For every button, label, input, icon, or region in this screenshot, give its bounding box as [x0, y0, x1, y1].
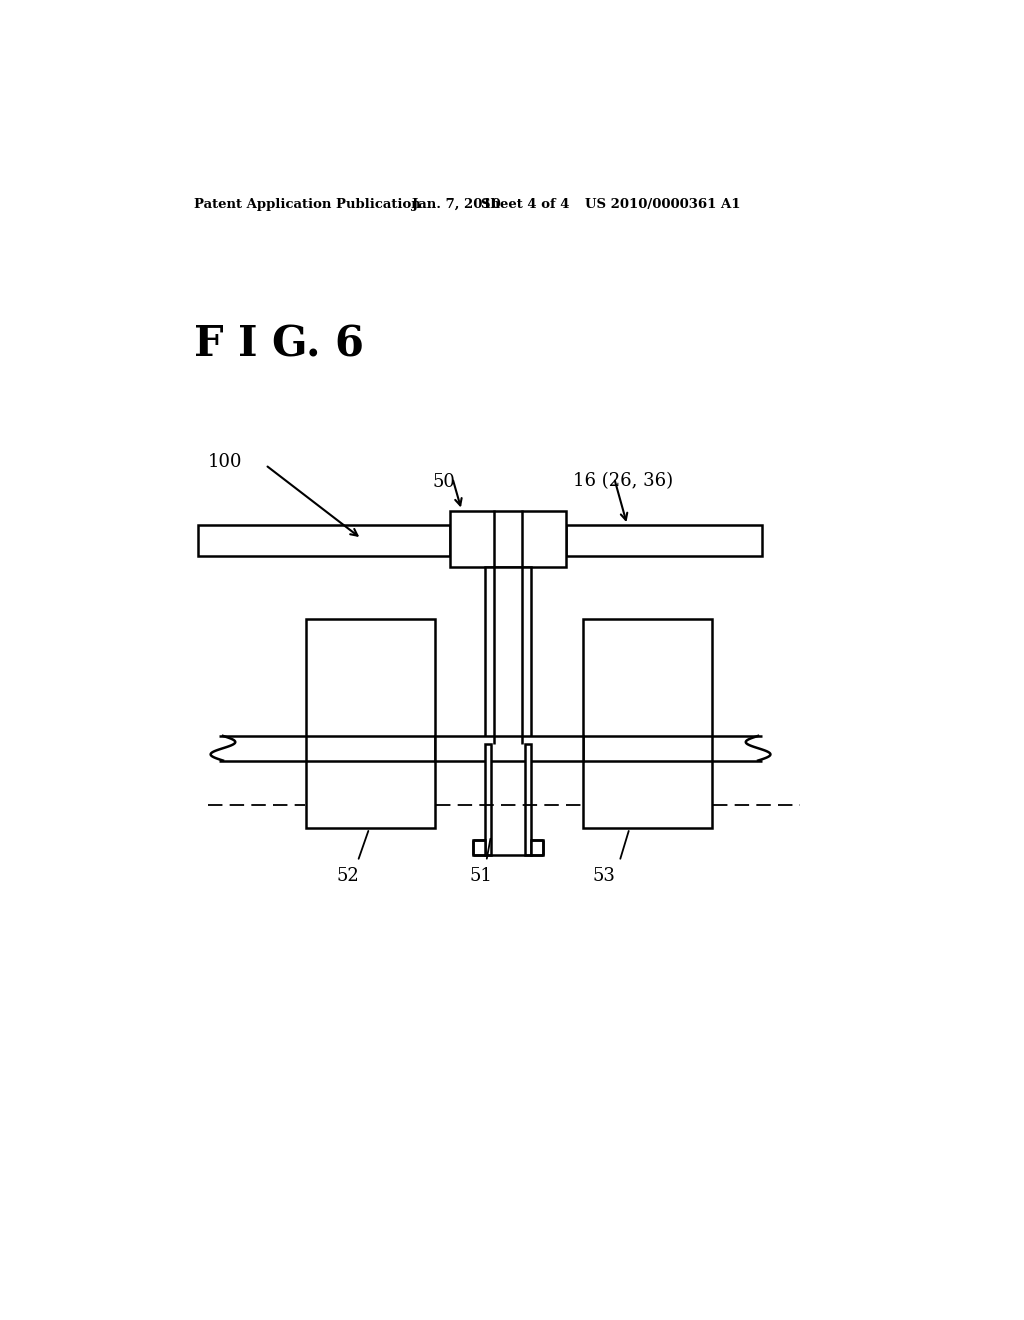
- Bar: [451, 511, 565, 566]
- Text: 52: 52: [337, 867, 359, 884]
- Bar: [524, 743, 531, 855]
- Bar: [306, 619, 435, 829]
- Bar: [435, 737, 584, 760]
- Text: F I G. 6: F I G. 6: [194, 323, 364, 366]
- Text: 51: 51: [469, 867, 493, 884]
- Text: 16 (26, 36): 16 (26, 36): [573, 473, 674, 491]
- Bar: [199, 525, 451, 556]
- Text: Patent Application Publication: Patent Application Publication: [194, 198, 421, 211]
- Bar: [584, 619, 712, 829]
- Text: US 2010/0000361 A1: US 2010/0000361 A1: [585, 198, 740, 211]
- Bar: [484, 566, 531, 743]
- Bar: [531, 840, 543, 855]
- Text: 50: 50: [432, 473, 456, 491]
- Bar: [565, 525, 762, 556]
- Text: 53: 53: [593, 867, 615, 884]
- Bar: [473, 840, 484, 855]
- Text: Jan. 7, 2010: Jan. 7, 2010: [412, 198, 501, 211]
- Text: 100: 100: [208, 453, 242, 471]
- Bar: [484, 743, 490, 855]
- Text: Sheet 4 of 4: Sheet 4 of 4: [481, 198, 569, 211]
